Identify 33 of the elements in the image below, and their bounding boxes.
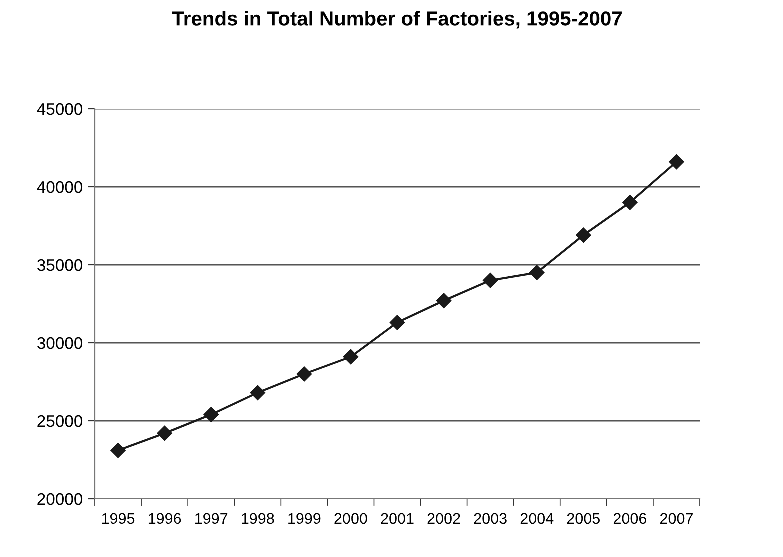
point (483, 273, 498, 288)
point (436, 293, 452, 308)
x-tick-label: 1995 (102, 513, 135, 524)
chart-title: Trends in Total Number of Factories, 1995-2007 (172, 11, 622, 29)
x-tick-label: 1997 (196, 513, 228, 524)
y-tick-label: 20000 (38, 493, 83, 506)
point (250, 385, 266, 400)
y-tick-label: 30000 (37, 337, 83, 350)
x-tick-label: 2005 (567, 513, 600, 524)
point (530, 265, 545, 280)
y-tick-label: 40000 (37, 181, 83, 194)
y-tick-label: 45000 (37, 103, 83, 116)
y-tick-label: 35000 (37, 259, 83, 272)
point (390, 315, 406, 330)
point (622, 195, 638, 210)
x-tick-label: 1996 (148, 513, 182, 524)
x-tick-label: 2002 (428, 513, 460, 524)
point (157, 426, 172, 442)
y-tick-label: 25000 (38, 415, 83, 428)
x-tick-label: 2006 (614, 513, 647, 524)
x-tick-label: 2004 (520, 513, 554, 524)
point (343, 349, 359, 365)
x-tick-label: 2001 (381, 513, 414, 524)
point (204, 407, 219, 422)
point (296, 366, 312, 382)
x-tick-label: 1999 (288, 513, 321, 524)
point (669, 154, 684, 170)
x-tick-label: 2007 (660, 513, 693, 524)
point (576, 228, 592, 243)
x-tick-label: 1998 (242, 513, 274, 524)
point (110, 443, 126, 458)
x-tick-label: 2003 (474, 513, 507, 524)
x-tick-label: 2000 (334, 513, 368, 524)
